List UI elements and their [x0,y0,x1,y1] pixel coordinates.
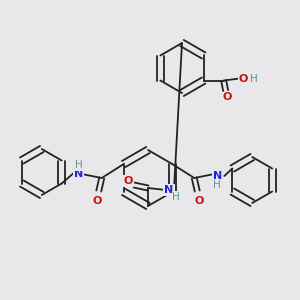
Text: N: N [213,171,222,181]
Text: H: H [250,74,257,83]
Text: N: N [164,185,174,195]
Text: O: O [195,196,204,206]
Text: O: O [239,74,248,83]
Text: O: O [92,196,101,206]
Text: O: O [223,92,232,103]
Text: H: H [75,160,82,170]
Text: H: H [213,180,221,190]
Text: N: N [74,169,83,179]
Text: O: O [123,176,133,186]
Text: H: H [172,192,180,202]
